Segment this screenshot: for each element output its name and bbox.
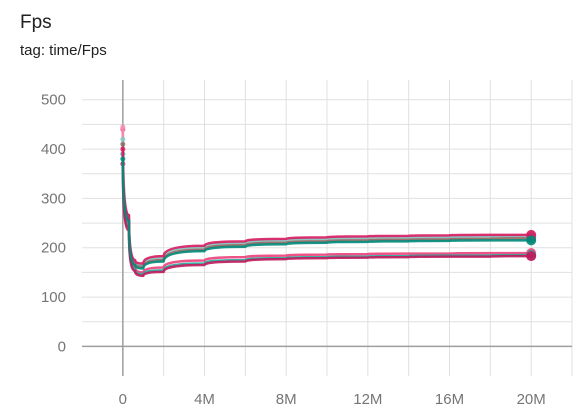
y-tick-label: 100 (41, 289, 66, 306)
series-end-point-8[interactable] (526, 235, 536, 245)
x-tick-label: 12M (353, 391, 382, 408)
y-tick-label: 400 (41, 141, 66, 158)
y-tick-label: 200 (41, 240, 66, 257)
series-start-point-4 (120, 124, 125, 129)
x-tick-label: 8M (276, 391, 297, 408)
series-start-point-8 (120, 156, 125, 161)
series-start-point-7 (120, 147, 125, 152)
x-tick-label: 16M (435, 391, 464, 408)
series-lines (120, 124, 536, 275)
x-tick-label: 20M (517, 391, 546, 408)
y-tick-label: 500 (41, 92, 66, 109)
tick-labels: 0 4M 8M 12M 16M 20M 0 100 200 300 400 500 (41, 92, 546, 408)
series-start-point-6 (120, 142, 125, 147)
series-end-point-3[interactable] (526, 251, 536, 261)
grid-lines (82, 80, 572, 376)
x-tick-label: 4M (194, 391, 215, 408)
y-tick-label: 0 (58, 338, 66, 355)
series-start-point-5 (120, 137, 125, 142)
y-tick-label: 300 (41, 190, 66, 207)
x-tick-label: 0 (119, 391, 127, 408)
